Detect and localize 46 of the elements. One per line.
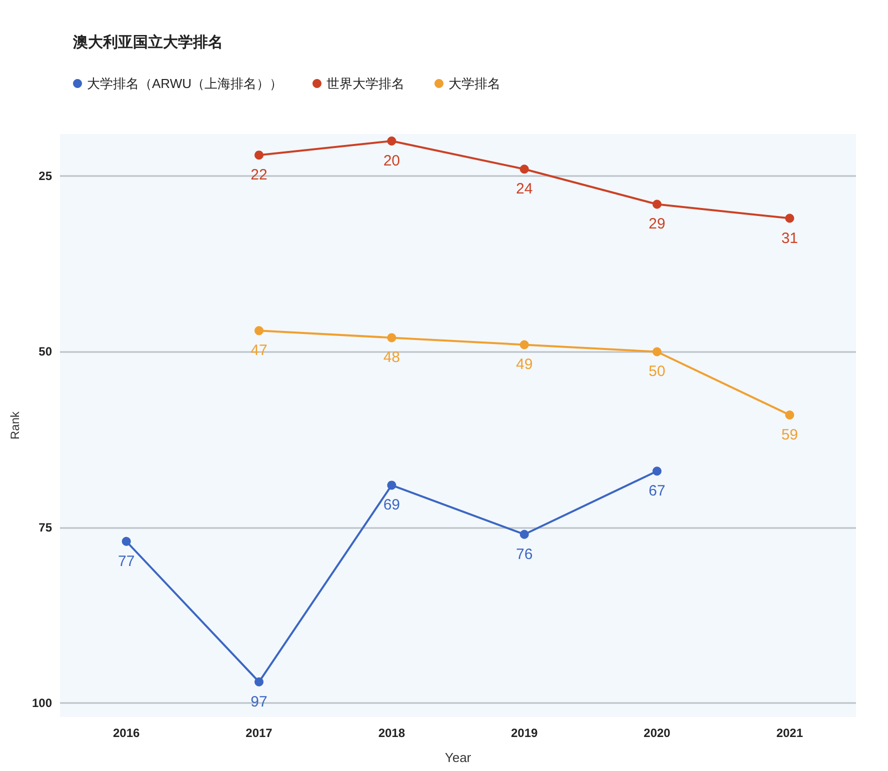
data-label: 48 <box>383 349 400 366</box>
data-label: 76 <box>516 546 533 563</box>
x-tick-label: 2020 <box>644 726 671 740</box>
legend-label: 大学排名（ARWU（上海排名）） <box>87 76 282 91</box>
data-label: 77 <box>118 552 135 570</box>
y-tick-label: 50 <box>38 344 52 359</box>
y-axis-title: Rank <box>8 410 22 440</box>
y-tick-label: 25 <box>38 169 52 184</box>
y-tick-label: 100 <box>32 696 52 710</box>
point <box>652 200 662 209</box>
data-label: 67 <box>648 482 666 500</box>
data-label: 24 <box>516 180 533 198</box>
point <box>652 347 662 356</box>
data-label: 47 <box>250 342 268 360</box>
data-label: 50 <box>648 363 666 380</box>
point <box>254 677 264 686</box>
data-label: 20 <box>383 152 400 170</box>
x-tick-label: 2019 <box>510 726 538 740</box>
point <box>520 164 529 174</box>
chart-title: 澳大利亚国立大学排名 <box>72 33 223 51</box>
point <box>387 480 396 490</box>
data-label: 22 <box>250 166 268 184</box>
x-tick-label: 2018 <box>378 726 406 740</box>
point <box>652 466 662 476</box>
y-tick-label: 75 <box>38 520 52 534</box>
legend-label: 大学排名 <box>448 76 500 91</box>
point <box>520 530 529 539</box>
legend-label: 世界大学排名 <box>326 76 404 91</box>
data-label: 29 <box>648 216 666 233</box>
point <box>254 150 264 160</box>
point <box>122 536 131 546</box>
point <box>387 333 396 342</box>
point <box>785 214 794 223</box>
point <box>520 340 529 350</box>
data-label: 59 <box>781 426 798 444</box>
point <box>387 136 396 146</box>
point <box>785 410 794 420</box>
x-tick-label: 2017 <box>246 726 273 740</box>
x-axis-title: Year <box>444 750 472 765</box>
data-label: 97 <box>250 693 268 710</box>
data-label: 31 <box>781 230 798 247</box>
x-tick-label: 2021 <box>776 726 804 740</box>
data-label: 49 <box>516 356 533 374</box>
point <box>254 326 264 336</box>
data-label: 69 <box>383 496 400 514</box>
x-tick-label: 2016 <box>112 726 140 740</box>
